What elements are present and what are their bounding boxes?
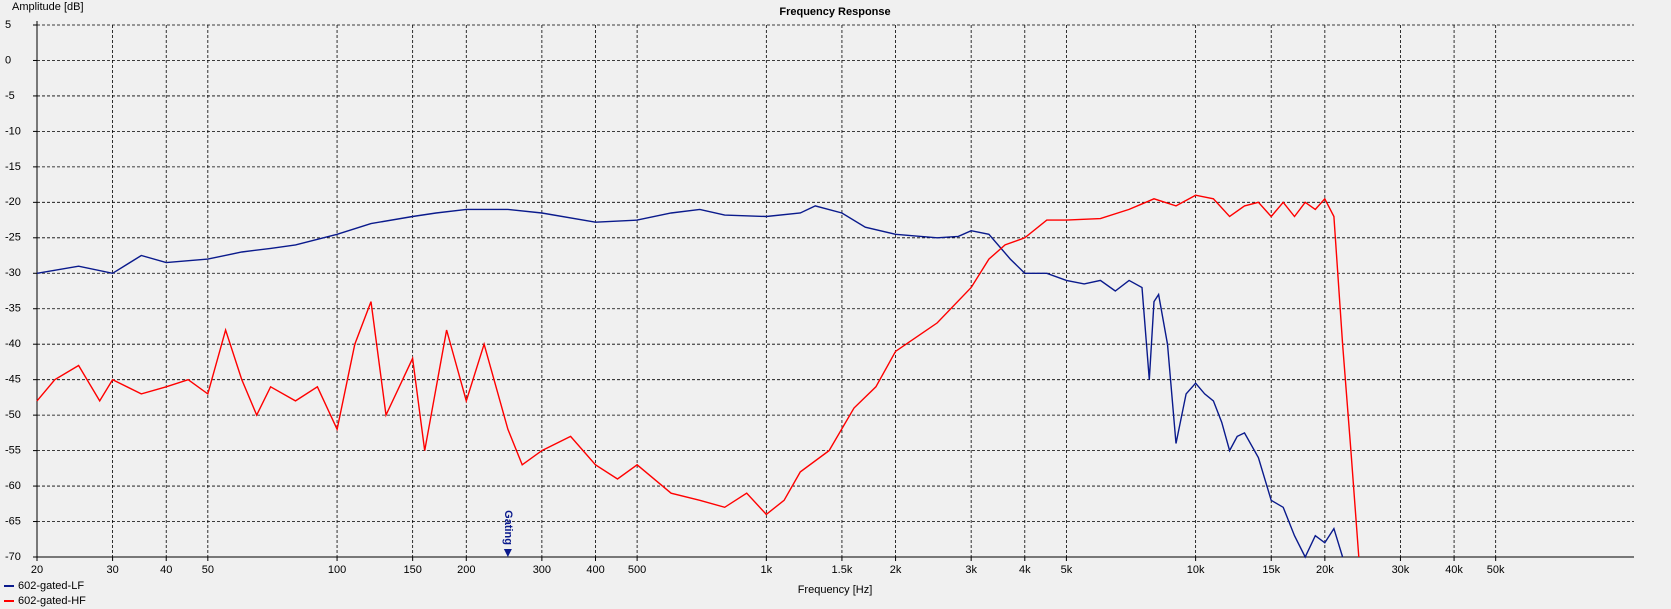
x-axis-label: Frequency [Hz]	[798, 584, 873, 596]
annotation-text: Gating	[502, 510, 514, 545]
y-axis-label: Amplitude [dB]	[12, 1, 84, 13]
x-tick-label: 30k	[1392, 564, 1410, 576]
x-tick-label: 20k	[1316, 564, 1334, 576]
legend-label: 602-gated-LF	[18, 580, 84, 592]
y-tick-label: -50	[5, 409, 21, 421]
x-tick-label: 50	[202, 564, 214, 576]
x-tick-label: 100	[328, 564, 346, 576]
x-tick-label: 50k	[1487, 564, 1505, 576]
x-tick-label: 40	[160, 564, 172, 576]
y-tick-label: -45	[5, 374, 21, 386]
x-tick-label: 5k	[1061, 564, 1073, 576]
x-tick-label: 1k	[761, 564, 773, 576]
x-tick-label: 30	[106, 564, 118, 576]
y-tick-label: -10	[5, 125, 21, 137]
x-tick-label: 1.5k	[832, 564, 853, 576]
series-line	[36, 205, 1344, 559]
y-tick-label: -5	[5, 90, 15, 102]
x-tick-label: 300	[533, 564, 551, 576]
y-tick-label: 5	[5, 19, 11, 31]
y-tick-label: -55	[5, 445, 21, 457]
y-tick-label: -60	[5, 480, 21, 492]
series-line	[36, 194, 1360, 558]
y-tick-label: -15	[5, 161, 21, 173]
x-tick-label: 10k	[1187, 564, 1205, 576]
x-tick-label: 200	[457, 564, 475, 576]
x-tick-label: 4k	[1019, 564, 1031, 576]
y-tick-label: -70	[5, 551, 21, 563]
y-tick-label: -20	[5, 196, 21, 208]
x-tick-label: 20	[31, 564, 43, 576]
chart-title: Frequency Response	[779, 6, 890, 18]
y-tick-label: -30	[5, 267, 21, 279]
legend-label: 602-gated-HF	[18, 595, 86, 607]
x-tick-label: 3k	[965, 564, 977, 576]
y-tick-label: -40	[5, 338, 21, 350]
y-tick-label: -65	[5, 515, 21, 527]
annotation-arrow	[503, 549, 512, 557]
y-tick-label: -25	[5, 232, 21, 244]
y-tick-label: 0	[5, 54, 11, 66]
x-tick-label: 500	[628, 564, 646, 576]
x-tick-label: 15k	[1262, 564, 1280, 576]
x-tick-label: 2k	[890, 564, 902, 576]
y-tick-label: -35	[5, 303, 21, 315]
x-tick-label: 150	[403, 564, 421, 576]
x-tick-label: 400	[586, 564, 604, 576]
x-tick-label: 40k	[1445, 564, 1463, 576]
